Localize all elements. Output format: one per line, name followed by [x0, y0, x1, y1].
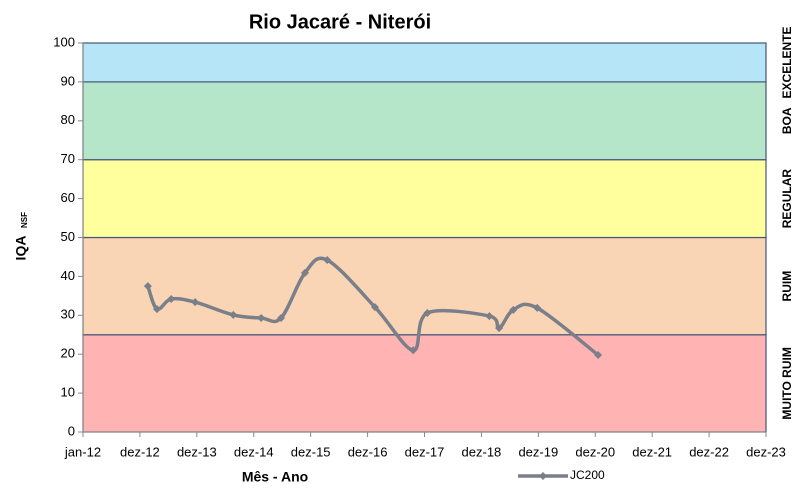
x-tick-label: jan-12 — [64, 444, 101, 459]
point-marker — [423, 308, 432, 317]
point-marker — [485, 312, 494, 321]
chart-title: Rio Jacaré - Niterói — [249, 11, 431, 33]
point-marker — [167, 294, 176, 303]
legend-label: JC200 — [570, 468, 605, 482]
band — [82, 159, 767, 239]
band — [82, 334, 767, 433]
point-marker — [409, 346, 418, 355]
point-marker — [594, 350, 603, 359]
point-marker — [495, 324, 504, 333]
band — [82, 42, 767, 83]
x-tick-label: dez-23 — [746, 444, 786, 459]
x-axis-label: Mês - Ano — [242, 469, 308, 485]
band-label: REGULAR — [780, 169, 794, 229]
x-tick-label: dez-15 — [291, 444, 331, 459]
y-tick-label: 10 — [61, 385, 75, 400]
band-label: MUITO RUIM — [780, 347, 794, 419]
point-marker — [277, 314, 286, 323]
y-axis-label: IQA — [13, 236, 29, 261]
point-marker — [533, 303, 542, 312]
point-marker — [323, 256, 332, 265]
x-tick-label: dez-17 — [405, 444, 445, 459]
point-marker — [191, 298, 200, 307]
y-tick-label: 50 — [61, 229, 75, 244]
point-marker — [509, 305, 518, 314]
y-axis-label-subscript: NSF — [20, 212, 29, 228]
band — [82, 236, 767, 336]
y-tick-label: 40 — [61, 268, 75, 283]
band — [82, 81, 767, 161]
point-marker — [257, 314, 266, 323]
x-tick-label: dez-22 — [689, 444, 729, 459]
y-tick-label: 20 — [61, 346, 75, 361]
x-tick-label: dez-16 — [348, 444, 388, 459]
x-tick-label: dez-18 — [462, 444, 502, 459]
x-tick-label: dez-14 — [234, 444, 274, 459]
x-tick-label: dez-12 — [120, 444, 160, 459]
point-marker — [229, 310, 238, 319]
point-marker — [300, 268, 309, 277]
point-marker — [143, 282, 152, 291]
y-tick-label: 80 — [61, 112, 75, 127]
y-tick-label: 100 — [53, 34, 75, 49]
x-tick-label: dez-19 — [518, 444, 558, 459]
bands — [82, 42, 767, 433]
y-axis-label-group: IQA NSF — [13, 212, 29, 261]
y-tick-label: 0 — [68, 423, 75, 438]
band-label: RUIM — [780, 271, 794, 302]
y-tick-label: 90 — [61, 73, 75, 88]
x-tick-label: dez-20 — [575, 444, 615, 459]
legend-marker — [539, 472, 547, 480]
y-tick-label: 60 — [61, 190, 75, 205]
y-tick-label: 30 — [61, 307, 75, 322]
point-marker — [370, 303, 379, 312]
x-tick-label: dez-21 — [632, 444, 672, 459]
x-tick-label: dez-13 — [177, 444, 217, 459]
band-label: EXCELENTE — [780, 26, 794, 98]
point-marker — [152, 305, 161, 314]
y-tick-label: 70 — [61, 151, 75, 166]
band-label: BOA — [780, 107, 794, 134]
